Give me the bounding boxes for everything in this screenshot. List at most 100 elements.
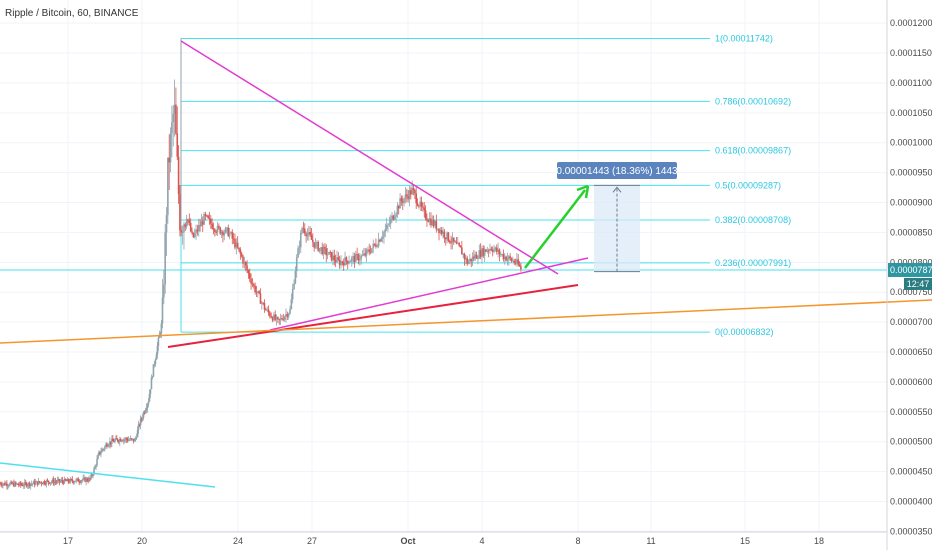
candle-body: [88, 478, 90, 482]
candle-body: [122, 439, 125, 441]
long-term-trendline[interactable]: [0, 299, 932, 344]
candle-body: [3, 483, 5, 485]
arrow-head-icon: [576, 184, 590, 199]
candle-body: [298, 247, 301, 249]
candle-body: [350, 257, 353, 262]
candle-body: [452, 237, 455, 242]
candle-body: [248, 273, 251, 279]
candle-body: [27, 482, 30, 486]
candle-body: [232, 238, 235, 240]
candle-body: [77, 478, 80, 482]
candle-body: [195, 229, 197, 234]
candle-body: [176, 133, 179, 157]
candle-body: [473, 256, 475, 259]
candle-body: [283, 316, 286, 320]
candle-body: [359, 259, 361, 261]
candle-body: [439, 229, 442, 234]
triangle-upper-trendline[interactable]: [180, 40, 559, 275]
candle-body: [461, 247, 463, 255]
candle-body: [97, 455, 99, 459]
support-trendline[interactable]: [167, 284, 579, 348]
candle-body: [478, 250, 481, 259]
candle-body: [457, 243, 459, 244]
trend-drawings[interactable]: [0, 40, 932, 488]
candle-body: [70, 479, 73, 480]
candle-body: [345, 257, 348, 261]
candle-body: [455, 241, 458, 244]
candle-body: [313, 242, 315, 248]
time-axis[interactable]: 17 20 24 27 Oct 4 8 11 15 18: [0, 531, 887, 546]
candle-body: [318, 247, 321, 251]
candle-body: [74, 481, 77, 483]
time-tick-label: 11: [646, 536, 655, 546]
countdown-badge: [904, 277, 932, 290]
candle-body: [168, 157, 170, 163]
projection-arrow[interactable]: [524, 189, 586, 269]
candle-body: [408, 190, 411, 200]
candle-body: [90, 474, 92, 479]
candle-body: [375, 244, 377, 247]
candle-body: [508, 256, 510, 259]
candle-body: [85, 478, 87, 482]
candle-body: [156, 346, 159, 355]
candle-body: [126, 439, 129, 441]
candle-body: [446, 232, 448, 240]
candle-body: [154, 359, 157, 365]
candle-body: [54, 481, 57, 483]
candle-body: [310, 235, 313, 240]
candle-body: [282, 319, 285, 321]
candle-body: [513, 260, 515, 263]
candle-body: [140, 418, 143, 420]
candle-body: [127, 439, 130, 441]
candle-body: [207, 215, 209, 219]
candle-body: [349, 261, 352, 263]
candle-body: [203, 213, 205, 225]
candle-body: [442, 231, 444, 234]
candle-body: [222, 231, 224, 236]
candle-body: [234, 238, 236, 248]
candle-body: [286, 314, 289, 317]
candle-body: [251, 283, 254, 285]
candle-body: [243, 262, 246, 264]
candle-body: [118, 441, 120, 443]
candle-body: [66, 479, 69, 482]
candle-body: [218, 225, 220, 228]
candle-body: [185, 219, 188, 227]
candle-body: [191, 231, 193, 233]
candle-body: [463, 253, 466, 260]
triangle-lower-trendline[interactable]: [269, 257, 589, 331]
candle-body: [5, 483, 7, 486]
candle-body: [352, 256, 354, 258]
candle-body: [75, 479, 78, 482]
candle-body: [230, 232, 232, 233]
candle-body: [444, 237, 447, 240]
candle-body: [117, 439, 119, 442]
candle-body: [353, 256, 356, 262]
candle-body: [252, 284, 255, 286]
candle-body: [295, 257, 298, 272]
price-range-measure[interactable]: 0.00001443 (18.36%) 1443: [556, 162, 678, 273]
candle-body: [80, 480, 82, 483]
resistance-trendline[interactable]: [0, 462, 216, 488]
candle-body: [26, 485, 29, 487]
candle-body: [107, 445, 109, 447]
candle-body: [238, 247, 240, 250]
fibonacci-retracement[interactable]: 1(0.00011742) 0.786(0.00010692) 0.618(0.00…: [0, 34, 887, 338]
candle-body: [278, 318, 281, 320]
candle-body: [98, 451, 100, 456]
candle-body: [404, 194, 407, 199]
candle-body: [506, 258, 509, 261]
measure-arrow-icon: [612, 186, 622, 193]
candle-body: [337, 257, 340, 260]
candle-body: [377, 239, 380, 247]
candle-body: [18, 484, 20, 486]
candle-body: [396, 205, 399, 214]
candle-body: [275, 317, 278, 320]
candle-body: [91, 474, 93, 476]
